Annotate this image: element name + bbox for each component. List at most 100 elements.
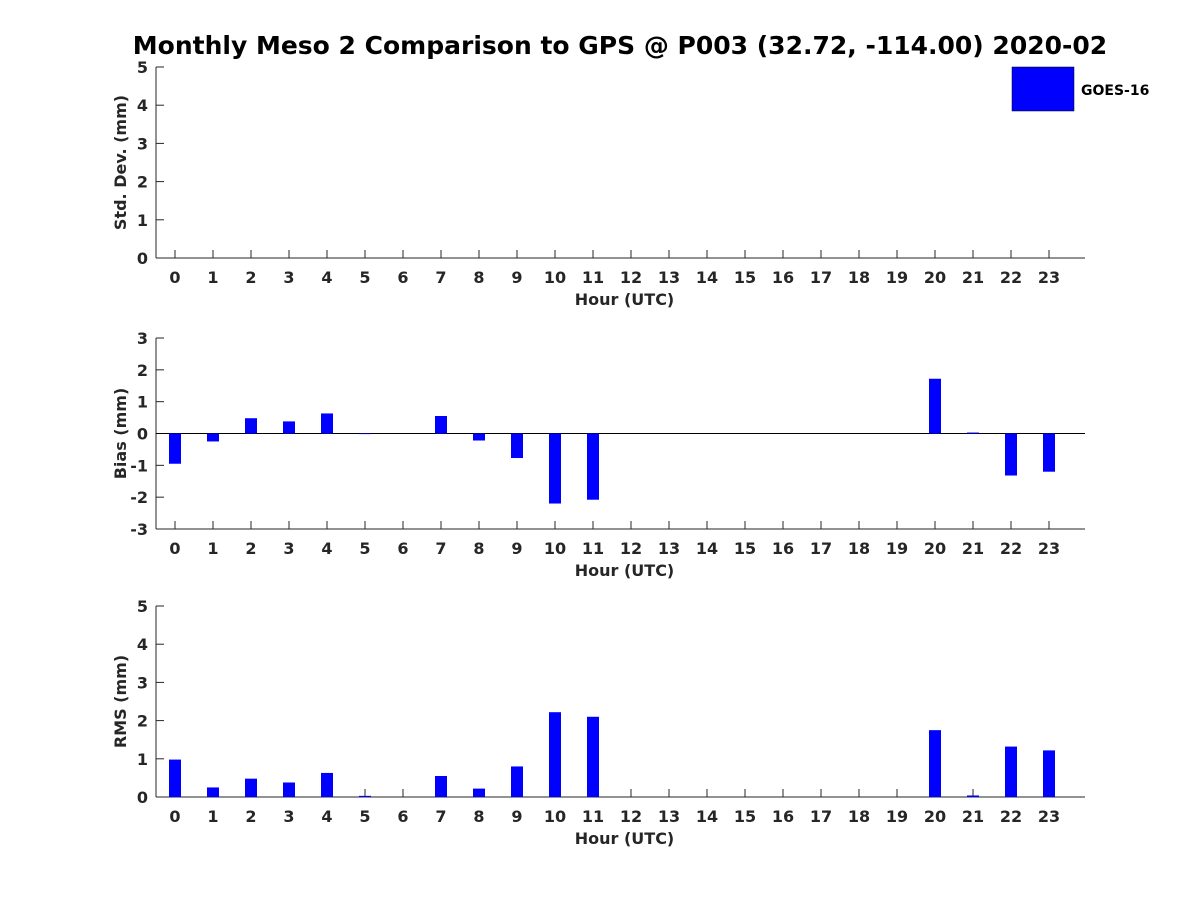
x-tick-label: 17 — [810, 539, 832, 558]
bar — [511, 766, 523, 797]
x-tick-label: 18 — [848, 807, 870, 826]
bar — [245, 778, 257, 797]
y-axis-label: Std. Dev. (mm) — [111, 95, 130, 230]
x-tick-label: 2 — [245, 539, 256, 558]
x-tick-label: 19 — [886, 807, 908, 826]
bar — [473, 788, 485, 797]
y-tick-label: 4 — [137, 96, 148, 115]
x-tick-label: 21 — [962, 539, 984, 558]
y-tick-label: -1 — [130, 456, 148, 475]
x-tick-label: 7 — [435, 539, 446, 558]
x-tick-label: 23 — [1038, 807, 1060, 826]
bar — [359, 795, 371, 797]
bar — [169, 759, 181, 797]
chart-title: Monthly Meso 2 Comparison to GPS @ P003 … — [133, 31, 1107, 60]
x-tick-label: 4 — [321, 268, 332, 287]
x-tick-label: 1 — [207, 807, 218, 826]
x-tick-label: 19 — [886, 268, 908, 287]
bar — [549, 712, 561, 797]
bar — [207, 433, 219, 442]
x-tick-label: 10 — [544, 539, 566, 558]
bar — [967, 432, 979, 434]
x-tick-label: 5 — [359, 807, 370, 826]
x-tick-label: 20 — [924, 539, 946, 558]
x-tick-label: 12 — [620, 539, 642, 558]
bar — [321, 413, 333, 434]
x-tick-label: 21 — [962, 268, 984, 287]
x-tick-label: 8 — [473, 268, 484, 287]
bar — [511, 433, 523, 459]
bar — [1043, 433, 1055, 472]
x-tick-label: 22 — [1000, 268, 1022, 287]
y-tick-label: -3 — [130, 520, 148, 539]
x-tick-label: 12 — [620, 268, 642, 287]
x-tick-label: 13 — [658, 539, 680, 558]
y-tick-label: 2 — [137, 173, 148, 192]
bar — [929, 730, 941, 797]
x-tick-label: 16 — [772, 539, 794, 558]
x-tick-label: 13 — [658, 268, 680, 287]
x-tick-label: 0 — [169, 539, 180, 558]
x-tick-label: 3 — [283, 268, 294, 287]
x-tick-label: 8 — [473, 807, 484, 826]
x-tick-label: 3 — [283, 539, 294, 558]
x-tick-label: 7 — [435, 268, 446, 287]
legend: GOES-16 — [1011, 66, 1149, 112]
y-tick-label: 1 — [137, 393, 148, 412]
bar — [967, 795, 979, 797]
x-tick-label: 18 — [848, 539, 870, 558]
x-tick-label: 2 — [245, 268, 256, 287]
bar — [1043, 750, 1055, 797]
y-tick-label: 1 — [137, 750, 148, 769]
x-tick-label: 12 — [620, 807, 642, 826]
bar — [549, 433, 561, 504]
bar — [473, 433, 485, 441]
y-axis-label: RMS (mm) — [111, 655, 130, 748]
x-tick-label: 20 — [924, 268, 946, 287]
x-tick-label: 6 — [397, 539, 408, 558]
x-tick-label: 3 — [283, 807, 294, 826]
y-tick-label: 5 — [137, 58, 148, 77]
y-tick-label: 0 — [137, 788, 148, 807]
x-tick-label: 23 — [1038, 268, 1060, 287]
x-tick-label: 16 — [772, 268, 794, 287]
x-tick-label: 10 — [544, 807, 566, 826]
bar — [1005, 433, 1017, 476]
x-tick-label: 15 — [734, 268, 756, 287]
x-tick-label: 6 — [397, 807, 408, 826]
bar — [1005, 746, 1017, 797]
bar — [283, 421, 295, 434]
y-tick-label: 2 — [137, 361, 148, 380]
x-axis-label: Hour (UTC) — [575, 829, 675, 848]
x-tick-label: 10 — [544, 268, 566, 287]
y-tick-label: 0 — [137, 249, 148, 268]
x-tick-label: 11 — [582, 539, 604, 558]
x-tick-label: 1 — [207, 268, 218, 287]
bar — [321, 772, 333, 797]
bar — [587, 433, 599, 500]
x-tick-label: 4 — [321, 807, 332, 826]
y-axis-label: Bias (mm) — [111, 388, 130, 480]
x-tick-label: 17 — [810, 807, 832, 826]
x-tick-label: 16 — [772, 807, 794, 826]
y-tick-label: 5 — [137, 597, 148, 616]
x-tick-label: 17 — [810, 268, 832, 287]
x-tick-label: 22 — [1000, 539, 1022, 558]
bar — [169, 433, 181, 464]
x-tick-label: 18 — [848, 268, 870, 287]
bar — [207, 787, 219, 797]
bar — [435, 775, 447, 797]
x-tick-label: 9 — [511, 539, 522, 558]
y-tick-label: 3 — [137, 134, 148, 153]
x-tick-label: 19 — [886, 539, 908, 558]
x-tick-label: 13 — [658, 807, 680, 826]
y-tick-label: 4 — [137, 635, 148, 654]
x-tick-label: 23 — [1038, 539, 1060, 558]
x-tick-label: 14 — [696, 539, 718, 558]
x-tick-label: 22 — [1000, 807, 1022, 826]
y-tick-label: -2 — [130, 488, 148, 507]
